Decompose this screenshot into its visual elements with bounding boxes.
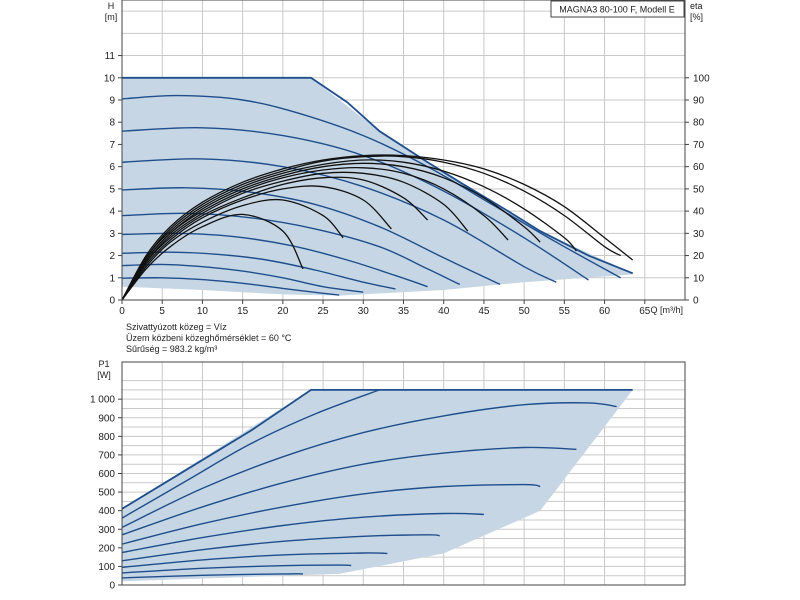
operating-area (122, 77, 633, 296)
y2-tick-label: 70 (693, 140, 705, 151)
power-curve-4 (121, 446, 577, 536)
x-tick-label: 65 (639, 306, 651, 317)
y2-tick-label: 0 (693, 296, 699, 307)
y2-axis-unit: [%] (690, 12, 703, 22)
x-tick-label: 20 (277, 306, 289, 317)
x-tick-label: 15 (237, 306, 249, 317)
x-tick-label: 5 (159, 306, 165, 317)
note-medium: Szivattyúzott közeg = Víz (126, 322, 227, 332)
power-curves (121, 389, 633, 579)
p1-tick-label: 200 (98, 543, 115, 554)
x-tick-label: 35 (398, 306, 410, 317)
head-curve-5 (121, 187, 501, 286)
power-curve-2 (121, 389, 380, 519)
head-curve-1 (122, 76, 634, 275)
efficiency-curve-6 (121, 171, 469, 301)
y2-tick-label: 80 (693, 118, 705, 129)
y-tick-label: 10 (104, 73, 116, 84)
p1-tick-label: 500 (98, 488, 115, 499)
bottom-operating-area (122, 389, 633, 582)
power-curve-10 (121, 573, 304, 579)
x-tick-label: 50 (519, 306, 531, 317)
x-axis-label: Q [m³/h] (650, 305, 683, 315)
p1-axis-unit: [W] (97, 370, 111, 380)
efficiency-curve-7 (121, 176, 429, 301)
efficiency-curve-8 (121, 185, 392, 301)
x-tick-label: 25 (318, 306, 330, 317)
y-axis-unit: [m] (105, 12, 118, 22)
x-tick-label: 55 (559, 306, 571, 317)
x-tick-label: 45 (478, 306, 490, 317)
y2-tick-label: 60 (693, 162, 705, 173)
x-tick-label: 30 (358, 306, 370, 317)
efficiency-curve-10 (121, 213, 304, 301)
y-tick-label: 7 (109, 140, 115, 151)
y-tick-label: 2 (109, 251, 115, 262)
efficiency-curve-2 (121, 155, 622, 301)
top-chart-ticks: 0 5 10 15 20 25 30 35 40 45 50 55 60 6501234567891011… (104, 51, 710, 317)
y2-tick-label: 10 (693, 273, 705, 284)
y-tick-label: 0 (109, 296, 115, 307)
note-temperature: Üzem közbeni közeghőmérséklet = 60 °C (126, 333, 292, 343)
p1-tick-label: 300 (98, 525, 115, 536)
y2-tick-label: 30 (693, 229, 705, 240)
p1-tick-label: 0 (109, 581, 115, 592)
y2-tick-label: 100 (693, 73, 710, 84)
head-curves (121, 76, 634, 296)
x-tick-label: 10 (197, 306, 209, 317)
y-tick-label: 8 (109, 118, 115, 129)
chart-title: MAGNA3 80-100 F, Modell E (559, 5, 675, 15)
y-tick-label: 5 (109, 184, 115, 195)
p1-tick-label: 1 000 (90, 395, 115, 406)
y2-axis-label: eta (690, 1, 703, 11)
efficiency-curves (121, 154, 634, 301)
y2-tick-label: 50 (693, 184, 705, 195)
y-axis-label: H (108, 1, 115, 11)
efficiency-curve-3 (121, 159, 577, 301)
y-tick-label: 4 (109, 207, 115, 218)
head-curve-9 (121, 263, 364, 293)
x-tick-label: 0 (119, 306, 125, 317)
power-curve-9 (121, 564, 352, 574)
head-curve-4 (121, 158, 557, 283)
power-curve-3 (121, 402, 617, 529)
power-curve-8 (121, 552, 388, 568)
y-tick-label: 3 (109, 229, 115, 240)
efficiency-curve-1 (121, 154, 634, 301)
efficiency-curve-5 (121, 167, 509, 301)
y-tick-label: 1 (109, 273, 115, 284)
efficiency-curve-9 (121, 198, 344, 301)
p1-axis-label: P1 (98, 359, 109, 369)
y-tick-label: 6 (109, 162, 115, 173)
power-curve-5 (121, 483, 541, 545)
p1-tick-label: 100 (98, 562, 115, 573)
power-curve-7 (121, 534, 440, 562)
head-curve-8 (121, 251, 396, 290)
power-operating-area (122, 389, 633, 582)
power-curve-6 (121, 512, 484, 554)
x-tick-label: 60 (599, 306, 611, 317)
bottom-chart-ticks: 0 100 200 300 400 500 600 700 800 900 1 000 (90, 395, 122, 592)
p1-tick-label: 700 (98, 450, 115, 461)
p1-tick-label: 900 (98, 413, 115, 424)
y-tick-label: 11 (105, 51, 116, 62)
y-tick-label: 9 (109, 96, 115, 107)
y2-tick-label: 40 (693, 207, 705, 218)
head-curve-10 (121, 277, 340, 296)
p1-tick-label: 600 (98, 469, 115, 480)
head-curve-2 (121, 94, 622, 279)
x-tick-label: 40 (438, 306, 450, 317)
power-curve-1 (121, 389, 633, 510)
p1-tick-label: 400 (98, 506, 115, 517)
p1-tick-label: 800 (98, 432, 115, 443)
note-density: Sűrűség = 983.2 kg/m³ (126, 344, 217, 354)
title-box (550, 0, 685, 18)
y2-tick-label: 20 (693, 251, 705, 262)
y2-tick-label: 90 (693, 96, 705, 107)
top-operating-area (122, 77, 633, 296)
